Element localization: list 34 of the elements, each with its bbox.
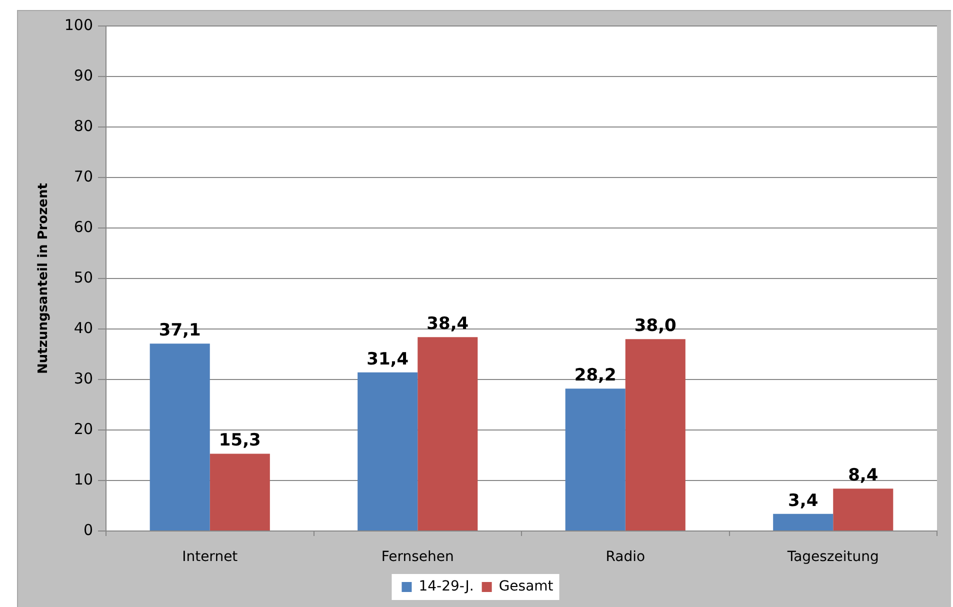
y-tick-label: 60 xyxy=(74,218,93,236)
data-label: 28,2 xyxy=(574,366,616,386)
data-label: 3,4 xyxy=(788,490,818,511)
y-tick-label: 100 xyxy=(64,16,93,34)
y-tick-label: 40 xyxy=(74,318,93,337)
x-tick-label: Tageszeitung xyxy=(786,549,879,566)
x-tick-label: Radio xyxy=(606,549,646,566)
y-axis-title: Nutzungsanteil in Prozent xyxy=(36,183,52,374)
bar xyxy=(150,344,210,530)
y-tick-label: 30 xyxy=(74,369,93,388)
x-tick-label: Fernsehen xyxy=(381,549,454,566)
y-tick-label: 10 xyxy=(74,470,93,488)
x-tick-label: Internet xyxy=(182,549,238,566)
bar xyxy=(833,488,894,530)
y-tick-label: 90 xyxy=(74,66,93,84)
data-label: 38,4 xyxy=(426,314,469,334)
bar xyxy=(210,454,270,530)
data-label: 38,0 xyxy=(634,316,677,336)
legend-label: 14-29-J. xyxy=(418,578,474,595)
y-tick-label: 70 xyxy=(74,167,93,186)
bar xyxy=(358,372,418,530)
data-label: 37,1 xyxy=(158,320,201,341)
bar xyxy=(625,339,686,530)
bar xyxy=(418,337,478,530)
bar xyxy=(773,514,834,530)
data-label: 15,3 xyxy=(218,430,261,451)
y-tick-label: 0 xyxy=(83,520,93,539)
bar xyxy=(565,388,626,530)
y-tick-label: 80 xyxy=(74,116,93,135)
legend-label: Gesamt xyxy=(498,578,554,595)
data-label: 31,4 xyxy=(366,349,409,370)
y-tick-label: 50 xyxy=(74,268,93,286)
data-label: 8,4 xyxy=(848,466,878,486)
y-tick-label: 20 xyxy=(74,420,93,438)
